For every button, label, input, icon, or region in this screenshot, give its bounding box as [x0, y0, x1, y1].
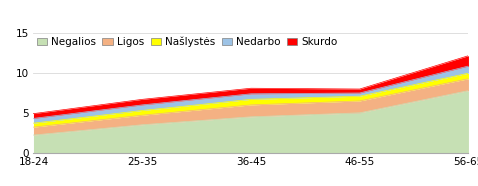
- Legend: Negalios, Ligos, Našlystės, Nedarbo, Skurdo: Negalios, Ligos, Našlystės, Nedarbo, Sku…: [34, 35, 340, 49]
